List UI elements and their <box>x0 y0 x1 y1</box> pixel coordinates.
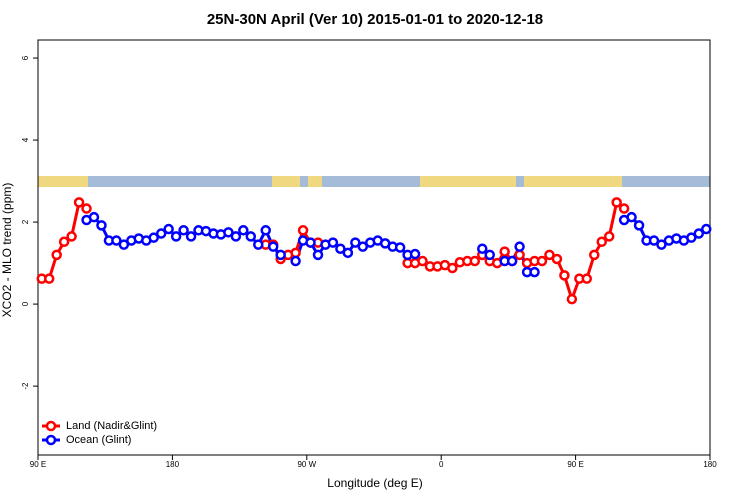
data-point <box>551 253 563 265</box>
data-point <box>701 223 712 235</box>
y-tick-label: 0 <box>21 301 30 306</box>
data-point <box>417 255 428 267</box>
x-tick-label: 180 <box>703 460 717 469</box>
legend-marker <box>45 434 57 446</box>
land-band <box>38 176 88 187</box>
land-band <box>524 176 622 187</box>
data-point <box>178 225 189 236</box>
data-point <box>58 236 70 248</box>
data-point <box>163 223 174 235</box>
data-point <box>305 237 316 248</box>
data-point <box>327 237 339 248</box>
y-tick-label: 6 <box>21 55 30 60</box>
data-point <box>96 220 107 231</box>
data-point <box>267 241 279 252</box>
data-point <box>409 248 421 260</box>
x-tick-label: 180 <box>166 460 180 469</box>
data-point <box>693 228 705 239</box>
data-point <box>536 255 548 267</box>
data-point <box>611 197 622 208</box>
y-axis-label: XCO2 - MLO trend (ppm) <box>0 183 14 318</box>
legend-label: Land (Nadir&Glint) <box>66 420 157 432</box>
data-point <box>148 232 159 243</box>
chart-title: 25N-30N April (Ver 10) 2015-01-01 to 202… <box>207 11 543 28</box>
data-point <box>394 242 406 253</box>
data-point <box>626 211 637 223</box>
data-point <box>230 231 242 242</box>
data-point <box>312 249 324 261</box>
data-point <box>581 273 593 284</box>
data-point <box>506 255 518 267</box>
data-point <box>185 231 197 242</box>
x-tick-label: 90 E <box>567 460 583 469</box>
data-point <box>51 249 62 261</box>
data-point <box>529 266 540 278</box>
x-tick-label: 0 <box>439 460 444 469</box>
data-point <box>499 246 510 257</box>
legend-marker <box>45 420 57 432</box>
data-point <box>290 247 301 259</box>
land-band <box>272 176 300 187</box>
x-tick-label: 90 W <box>297 460 316 469</box>
data-point <box>648 235 660 246</box>
data-point <box>469 255 481 267</box>
data-point <box>484 249 495 261</box>
data-point <box>566 293 578 305</box>
ocean-band <box>38 176 710 187</box>
data-point <box>596 236 607 248</box>
data-point <box>43 273 55 284</box>
data-point <box>253 239 264 250</box>
data-point <box>297 225 309 236</box>
land-strip <box>38 176 710 187</box>
x-tick-label: 90 E <box>30 460 46 469</box>
data-point <box>633 220 645 231</box>
data-point <box>275 249 286 261</box>
data-point <box>111 235 122 246</box>
data-point <box>290 255 301 267</box>
data-point <box>447 262 458 274</box>
data-point <box>603 231 615 242</box>
data-point <box>118 239 130 250</box>
legend-label: Ocean (Glint) <box>66 434 131 446</box>
data-point <box>686 232 697 243</box>
data-point <box>514 249 525 261</box>
plot-frame <box>37 39 711 456</box>
data-point <box>514 241 525 252</box>
data-point <box>656 239 667 250</box>
y-tick-label: 2 <box>21 219 30 224</box>
data-point <box>260 225 271 236</box>
land-band <box>420 176 516 187</box>
land-band <box>308 176 322 187</box>
data-point <box>589 249 600 261</box>
data-point <box>88 211 100 223</box>
data-point <box>81 203 92 214</box>
data-point <box>350 237 361 248</box>
data-point <box>155 228 167 239</box>
data-point <box>477 243 488 254</box>
data-point <box>544 249 555 261</box>
data-point <box>170 231 182 242</box>
data-point <box>342 247 354 259</box>
x-axis-label: Longitude (deg E) <box>327 476 422 490</box>
data-point <box>559 270 570 281</box>
data-point <box>73 197 85 208</box>
data-point <box>66 231 77 242</box>
y-tick-label: 4 <box>21 137 30 142</box>
data-point <box>238 225 249 236</box>
data-point <box>357 241 369 252</box>
y-tick-label: -2 <box>21 382 30 390</box>
data-point <box>223 227 234 238</box>
data-point <box>335 243 346 254</box>
data-point <box>245 231 257 242</box>
data-point <box>618 203 630 214</box>
